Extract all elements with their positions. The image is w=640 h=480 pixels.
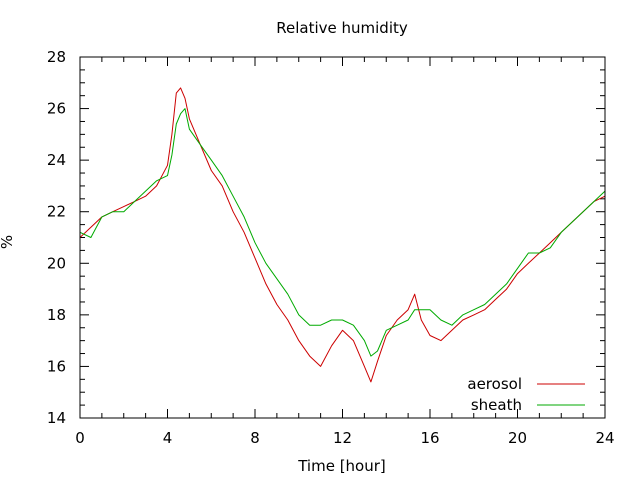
series-line-aerosol [79, 87, 606, 383]
plot-marks: 0 4 8 12 16 20 24 14 16 18 20 22 24 26 28 [47, 48, 615, 447]
legend-label-aerosol: aerosol [467, 375, 522, 393]
chart-title: Relative humidity [276, 19, 408, 37]
x-tick-label: 12 [333, 429, 352, 447]
x-tick-label: 16 [420, 429, 439, 447]
x-tick-label: 8 [250, 429, 260, 447]
legend: aerosol sheath [467, 375, 585, 414]
plot-frame [79, 56, 606, 419]
y-axis-label: % [0, 235, 16, 249]
x-tick-label: 4 [163, 429, 173, 447]
y-tick-label: 26 [47, 100, 66, 118]
y-tick-label: 14 [47, 409, 66, 427]
y-tick-label: 24 [47, 151, 66, 169]
y-tick-label: 18 [47, 306, 66, 324]
series-line-sheath [79, 108, 606, 357]
legend-label-sheath: sheath [471, 396, 522, 414]
y-tick-label: 22 [47, 203, 66, 221]
y-tick-label: 16 [47, 357, 66, 375]
y-tick-label: 28 [47, 48, 66, 66]
y-tick-label: 20 [47, 254, 66, 272]
x-tick-label: 24 [595, 429, 614, 447]
x-tick-label: 0 [75, 429, 85, 447]
x-tick-label: 20 [508, 429, 527, 447]
x-axis-label: Time [hour] [297, 457, 386, 475]
